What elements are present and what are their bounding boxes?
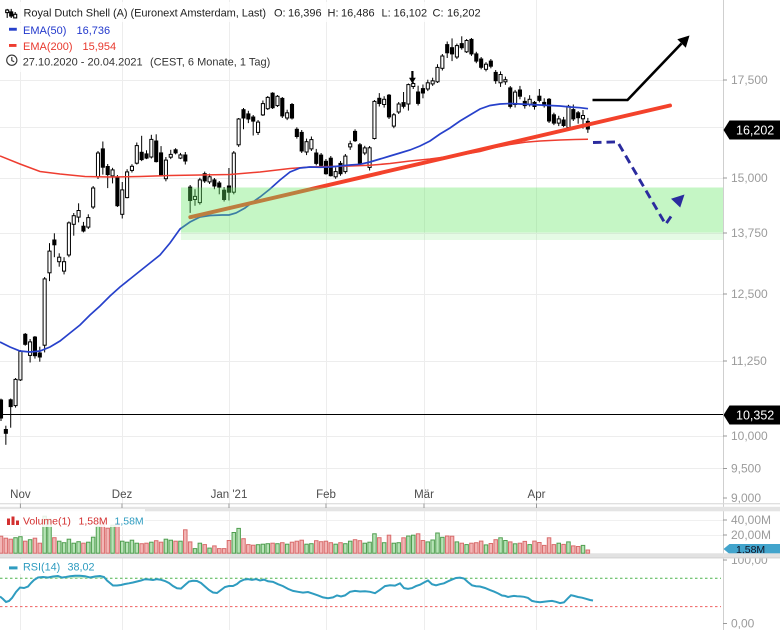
svg-text:17,500: 17,500	[731, 73, 768, 87]
svg-text:10,352: 10,352	[736, 409, 774, 423]
svg-text:15,000: 15,000	[731, 171, 768, 185]
svg-text:1,58M: 1,58M	[736, 544, 765, 556]
svg-text:16,202: 16,202	[447, 7, 481, 19]
svg-text:1,58M: 1,58M	[115, 516, 144, 528]
svg-text:0,00: 0,00	[731, 617, 755, 630]
svg-text:16,396: 16,396	[288, 7, 322, 19]
svg-text:H:: H:	[328, 7, 339, 19]
svg-text:10,000: 10,000	[731, 429, 768, 443]
svg-text:Apr: Apr	[528, 489, 546, 501]
svg-text:38,02: 38,02	[68, 562, 95, 574]
svg-text:Royal Dutch Shell (A) (Euronex: Royal Dutch Shell (A) (Euronext Amsterda…	[24, 7, 267, 19]
svg-text:O:: O:	[274, 7, 286, 19]
svg-text:(CEST, 6 Monate, 1 Tag): (CEST, 6 Monate, 1 Tag)	[150, 56, 270, 68]
svg-text:15,954: 15,954	[83, 41, 117, 53]
svg-text:Jan '21: Jan '21	[211, 489, 248, 501]
svg-text:16,736: 16,736	[77, 25, 111, 37]
svg-text:C:: C:	[433, 7, 444, 19]
svg-text:16,202: 16,202	[736, 124, 774, 138]
svg-text:Mär: Mär	[414, 489, 434, 501]
svg-text:11,250: 11,250	[731, 354, 767, 368]
svg-text:16,486: 16,486	[341, 7, 375, 19]
svg-text:16,102: 16,102	[394, 7, 428, 19]
svg-text:20,00M: 20,00M	[731, 528, 771, 542]
svg-text:27.10.2020 - 20.04.2021: 27.10.2020 - 20.04.2021	[23, 56, 143, 68]
svg-text:Volume(1): Volume(1)	[23, 516, 71, 528]
svg-text:Dez: Dez	[112, 489, 133, 501]
svg-text:9,000: 9,000	[731, 491, 761, 505]
svg-text:13,750: 13,750	[731, 226, 768, 240]
svg-text:L:: L:	[382, 7, 391, 19]
svg-text:EMA(200): EMA(200)	[23, 41, 73, 53]
svg-text:40,00M: 40,00M	[731, 513, 771, 527]
svg-text:RSI(14): RSI(14)	[23, 562, 60, 574]
svg-text:Nov: Nov	[10, 489, 31, 501]
svg-text:EMA(50): EMA(50)	[23, 25, 66, 37]
svg-text:1,58M: 1,58M	[79, 516, 108, 528]
svg-text:9,500: 9,500	[731, 462, 761, 476]
svg-text:Feb: Feb	[316, 489, 336, 501]
svg-text:12,500: 12,500	[731, 287, 768, 301]
